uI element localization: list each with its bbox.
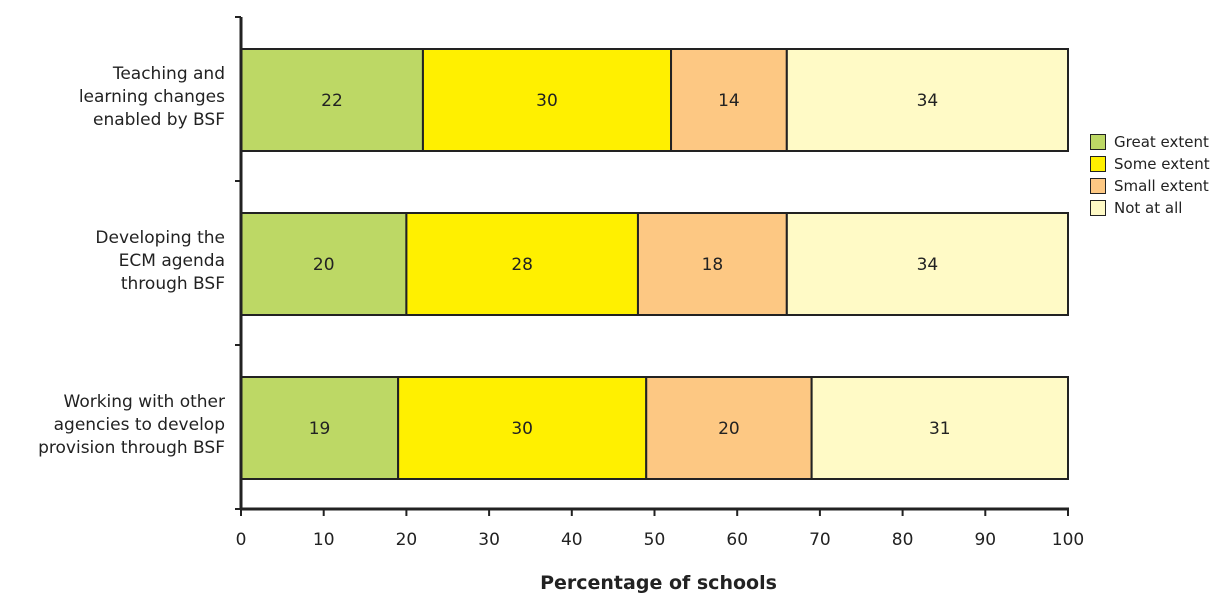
category-label: Working with other agencies to develop p… (38, 392, 225, 458)
data-label: 28 (511, 255, 533, 275)
bar-segment (240, 48, 424, 152)
bar-segment (785, 48, 1069, 152)
data-label: 31 (929, 419, 951, 439)
bar-segment (240, 376, 400, 480)
bar-segment (670, 48, 788, 152)
bar-segment (636, 212, 788, 316)
bar-segment (785, 212, 1069, 316)
x-tick-label: 40 (561, 530, 583, 550)
bar-segment (397, 376, 648, 480)
x-tick-label: 30 (478, 530, 500, 550)
data-label: 22 (321, 91, 343, 111)
x-tick-label: 20 (396, 530, 418, 550)
data-label: 34 (917, 255, 939, 275)
legend: Great extent Some extent Small extent No… (1090, 131, 1210, 219)
data-label: 18 (702, 255, 724, 275)
bar-segment (810, 376, 1069, 480)
x-tick-label: 60 (726, 530, 748, 550)
x-tick-label: 10 (313, 530, 335, 550)
legend-swatch (1090, 200, 1106, 216)
category-label: Teaching and learning changes enabled by… (78, 64, 225, 130)
legend-item: Great extent (1090, 131, 1210, 153)
legend-label: Small extent (1114, 177, 1209, 195)
bar-segment (645, 376, 813, 480)
x-axis-title: Percentage of schools (540, 572, 777, 594)
x-tick-label: 80 (892, 530, 914, 550)
x-tick-label: 90 (974, 530, 996, 550)
x-tick-label: 50 (644, 530, 666, 550)
x-tick-label: 70 (809, 530, 831, 550)
legend-item: Not at all (1090, 197, 1210, 219)
data-label: 34 (917, 91, 939, 111)
x-tick-label: 100 (1052, 530, 1084, 550)
data-label: 20 (718, 419, 740, 439)
data-label: 20 (313, 255, 335, 275)
data-label: 30 (536, 91, 558, 111)
bar-segment (421, 48, 673, 152)
bar-segment (240, 212, 408, 316)
data-label: 14 (718, 91, 740, 111)
data-label: 19 (309, 419, 331, 439)
legend-label: Not at all (1114, 199, 1183, 217)
legend-item: Some extent (1090, 153, 1210, 175)
category-label: Developing the ECM agenda through BSF (95, 228, 225, 294)
legend-label: Some extent (1114, 155, 1210, 173)
legend-item: Small extent (1090, 175, 1210, 197)
legend-swatch (1090, 134, 1106, 150)
legend-swatch (1090, 156, 1106, 172)
legend-swatch (1090, 178, 1106, 194)
x-tick-label: 0 (236, 530, 247, 550)
legend-label: Great extent (1114, 133, 1209, 151)
data-label: 30 (511, 419, 533, 439)
